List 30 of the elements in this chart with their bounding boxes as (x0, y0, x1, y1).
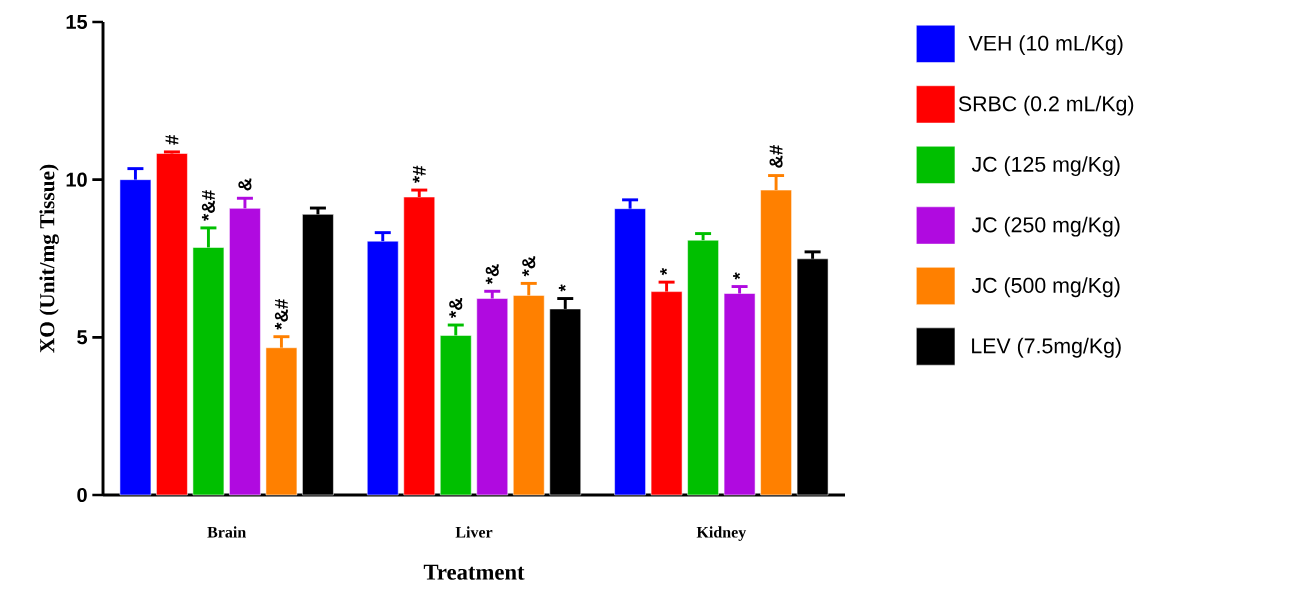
bar (687, 239, 719, 496)
data-label: * (558, 284, 566, 292)
data-label: *& (522, 256, 536, 277)
legend-label: SRBC (0.2 mL/Kg) (958, 95, 1134, 116)
legend-label: LEV (7.5mg/Kg) (972, 337, 1121, 358)
y-tick-label: 0 (77, 487, 87, 503)
data-label: *& (449, 297, 463, 319)
data-label: & (238, 178, 252, 191)
legend-label: JC (250 mg/Kg) (971, 216, 1120, 237)
data-label: *&# (201, 190, 215, 221)
x-tick-label: Liver (455, 526, 493, 538)
data-label: &# (769, 145, 783, 168)
y-tick-label: 10 (66, 172, 87, 187)
data-label: * (660, 267, 668, 276)
data-label: # (165, 134, 179, 145)
data-label: *# (412, 165, 426, 184)
bar (403, 196, 436, 496)
data-label: *&# (274, 298, 288, 330)
x-tick-label: Brain (207, 526, 246, 538)
legend-label: JC (125 mg/Kg) (971, 156, 1120, 177)
y-tick-label: 5 (77, 330, 88, 345)
legend-label: VEH (10 mL/Kg) (968, 35, 1123, 56)
data-label: * (733, 272, 741, 280)
y-tick-label: 15 (66, 15, 88, 29)
data-label: *& (485, 264, 499, 285)
legend-label: JC (500 mg/Kg) (971, 277, 1120, 298)
bar (156, 153, 188, 496)
x-axis-title: Treatment (423, 564, 525, 580)
x-tick-label: Kidney (696, 526, 747, 541)
y-axis-title: XO (Unit/mg Tissue) (39, 164, 59, 353)
